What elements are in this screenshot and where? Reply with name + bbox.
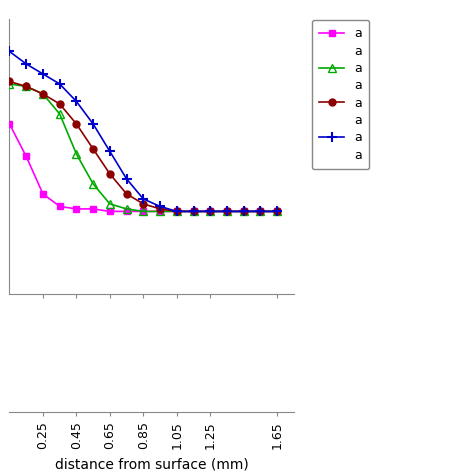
X-axis label: distance from surface (mm): distance from surface (mm) [55, 458, 248, 472]
Legend: a, a, a, a, a, a, a, a: a, a, a, a, a, a, a, a [311, 20, 369, 169]
